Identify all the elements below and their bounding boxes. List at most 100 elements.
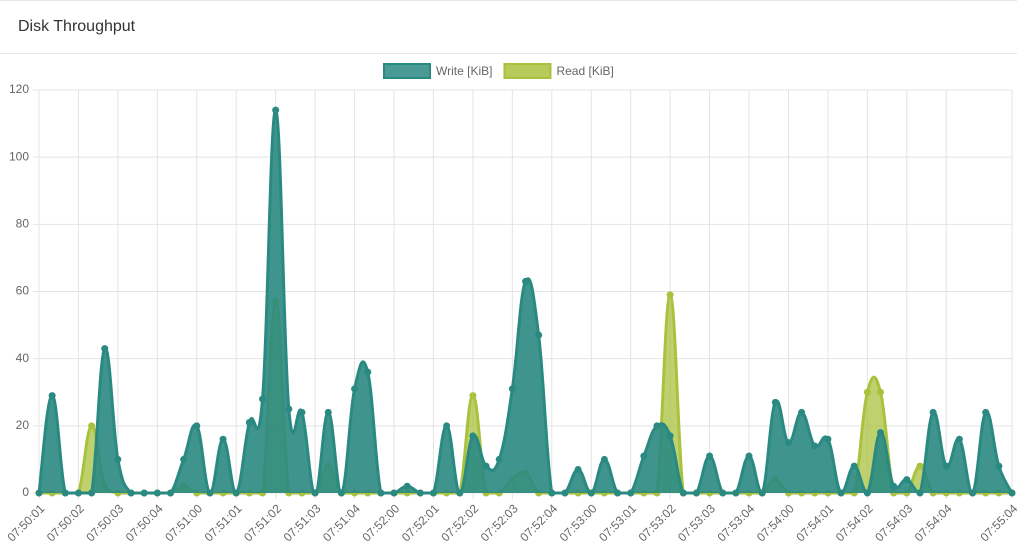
point	[259, 395, 267, 403]
point	[416, 489, 424, 497]
point	[916, 462, 924, 470]
x-tick-label: 07:54:01	[793, 501, 836, 544]
point	[469, 392, 477, 400]
x-tick-label: 07:54:02	[833, 501, 876, 544]
point	[482, 462, 490, 470]
x-tick-label: 07:52:01	[399, 501, 442, 544]
point	[456, 489, 464, 497]
point	[653, 422, 661, 430]
point	[548, 489, 556, 497]
point	[443, 422, 451, 430]
legend-swatch	[503, 63, 552, 79]
point	[35, 489, 43, 497]
x-tick-label: 07:52:02	[438, 501, 481, 544]
x-tick-label: 07:50:04	[123, 501, 166, 544]
chart: 02040608010012007:50:0107:50:0207:50:030…	[4, 63, 1017, 544]
point	[364, 368, 372, 376]
point	[916, 489, 924, 497]
legend: Write [KiB] Read [KiB]	[383, 63, 614, 79]
point	[640, 452, 648, 460]
x-tick-label: 07:51:04	[320, 501, 363, 544]
point	[272, 106, 280, 114]
point	[719, 489, 727, 497]
point	[285, 405, 293, 413]
point	[114, 455, 122, 463]
point	[758, 489, 766, 497]
y-tick-label: 60	[16, 284, 30, 298]
y-tick-label: 100	[9, 149, 29, 163]
point	[929, 408, 937, 416]
point	[982, 408, 990, 416]
point	[890, 482, 898, 490]
point	[298, 408, 306, 416]
point	[337, 489, 345, 497]
point	[561, 489, 569, 497]
point	[955, 435, 963, 443]
x-tick-label: 07:50:02	[44, 501, 87, 544]
x-tick-label: 07:54:00	[754, 501, 797, 544]
x-tick-label: 07:53:00	[557, 501, 600, 544]
point	[850, 462, 858, 470]
legend-label: Write [KiB]	[436, 64, 492, 78]
x-tick-label: 07:54:04	[912, 501, 955, 544]
x-tick-label: 07:53:01	[596, 501, 639, 544]
point	[535, 331, 543, 339]
y-tick-label: 120	[9, 82, 29, 96]
point	[206, 489, 214, 497]
point	[627, 489, 635, 497]
point	[88, 489, 96, 497]
x-tick-label: 07:51:00	[162, 501, 205, 544]
x-tick-label: 07:52:03	[478, 501, 521, 544]
point	[232, 489, 240, 497]
point	[798, 408, 806, 416]
y-tick-label: 40	[16, 351, 30, 365]
point	[101, 345, 109, 353]
point	[692, 489, 700, 497]
point	[140, 489, 148, 497]
x-tick-label: 07:50:01	[4, 501, 47, 544]
point	[600, 455, 608, 463]
point	[61, 489, 69, 497]
x-tick-label: 07:50:03	[83, 501, 126, 544]
y-tick-label: 0	[22, 485, 29, 499]
point	[390, 489, 398, 497]
point	[666, 291, 674, 299]
point	[166, 489, 174, 497]
x-tick-label: 07:53:04	[714, 501, 757, 544]
point	[153, 489, 161, 497]
point	[745, 452, 753, 460]
point	[614, 489, 622, 497]
point	[48, 392, 56, 400]
point	[863, 489, 871, 497]
legend-swatch	[383, 63, 431, 79]
point	[324, 408, 332, 416]
x-tick-label: 07:53:02	[636, 501, 679, 544]
point	[245, 418, 253, 426]
point	[219, 435, 227, 443]
area	[39, 110, 1012, 493]
point	[74, 489, 82, 497]
x-tick-label: 07:53:03	[675, 501, 718, 544]
y-tick-label: 80	[16, 217, 30, 231]
point	[351, 385, 359, 393]
x-tick-label: 07:51:01	[202, 501, 245, 544]
point	[824, 435, 832, 443]
point	[877, 388, 885, 396]
point	[942, 462, 950, 470]
point	[88, 422, 96, 430]
point	[903, 476, 911, 484]
point	[784, 439, 792, 447]
card-title: Disk Throughput	[0, 0, 1017, 54]
x-tick-label: 07:55:04	[977, 501, 1017, 544]
point	[495, 455, 503, 463]
point	[995, 462, 1003, 470]
point	[666, 432, 674, 440]
point	[574, 465, 582, 473]
point	[706, 452, 714, 460]
point	[863, 388, 871, 396]
point	[180, 455, 188, 463]
point	[127, 489, 135, 497]
y-tick-label: 20	[16, 418, 30, 432]
point	[587, 489, 595, 497]
